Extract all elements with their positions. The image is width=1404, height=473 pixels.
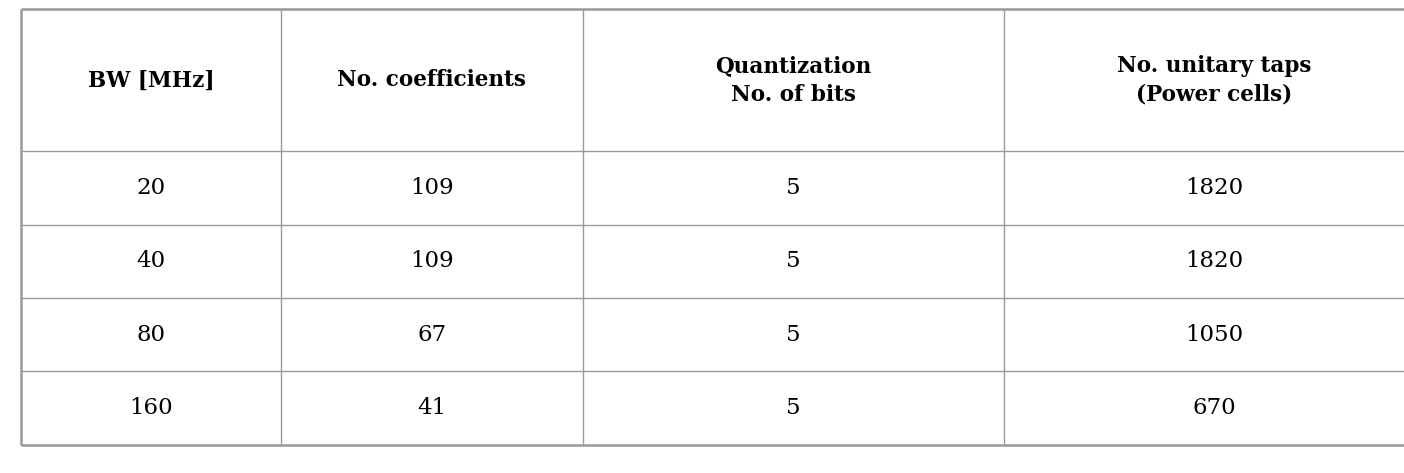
Text: 40: 40 <box>136 250 166 272</box>
Text: BW [MHz]: BW [MHz] <box>87 70 215 91</box>
Text: No. unitary taps
(Power cells): No. unitary taps (Power cells) <box>1118 55 1311 106</box>
Text: Quantization
No. of bits: Quantization No. of bits <box>715 55 872 106</box>
Text: 20: 20 <box>136 177 166 199</box>
Text: 1050: 1050 <box>1185 324 1244 346</box>
Text: 5: 5 <box>786 250 800 272</box>
Text: 109: 109 <box>410 250 453 272</box>
Text: 67: 67 <box>417 324 446 346</box>
Text: 5: 5 <box>786 324 800 346</box>
Text: 41: 41 <box>417 397 446 419</box>
Text: 1820: 1820 <box>1185 177 1244 199</box>
Text: No. coefficients: No. coefficients <box>337 70 526 91</box>
Text: 160: 160 <box>129 397 173 419</box>
Text: 5: 5 <box>786 397 800 419</box>
Text: 80: 80 <box>136 324 166 346</box>
Text: 5: 5 <box>786 177 800 199</box>
Text: 109: 109 <box>410 177 453 199</box>
Text: 670: 670 <box>1192 397 1237 419</box>
Text: 1820: 1820 <box>1185 250 1244 272</box>
